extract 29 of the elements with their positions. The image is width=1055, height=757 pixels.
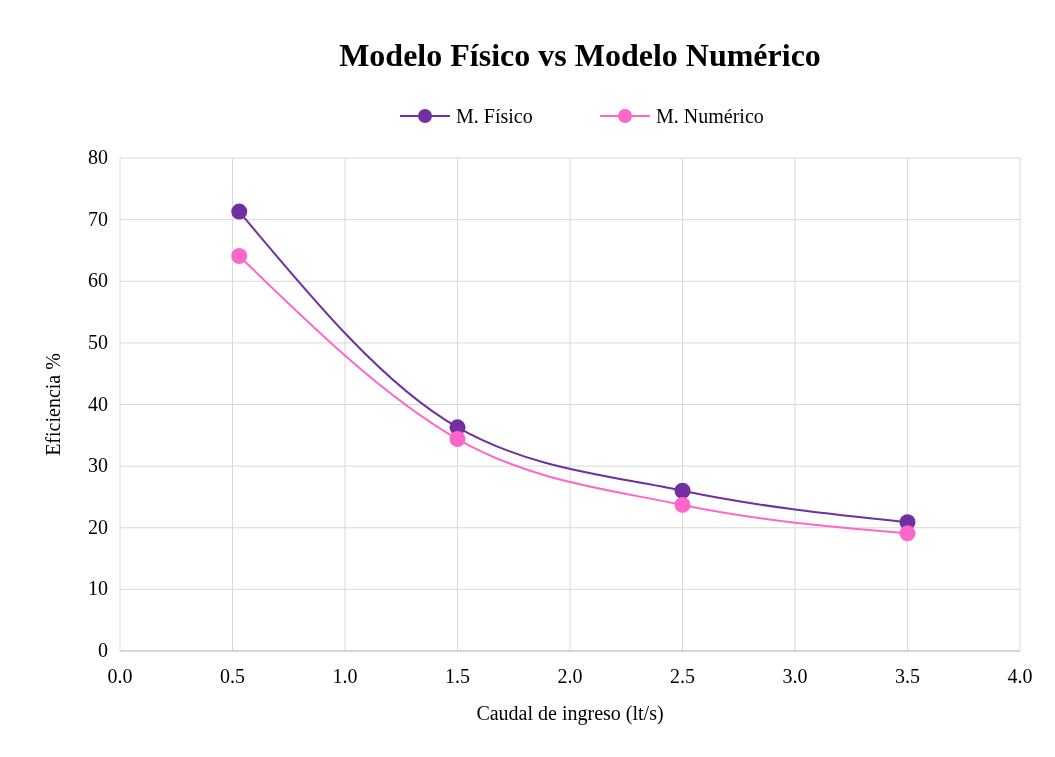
y-tick-label: 40: [88, 392, 108, 415]
y-tick-label: 50: [88, 330, 108, 353]
x-tick-label: 3.0: [782, 665, 808, 687]
point: [231, 203, 248, 220]
point: [231, 247, 248, 264]
y-tick-label: 10: [88, 577, 108, 600]
legend-label: M. Numérico: [656, 105, 764, 127]
x-tick-label: 0.0: [107, 665, 133, 687]
x-tick-label: 4.0: [1007, 665, 1033, 687]
chart-title: Modelo Físico vs Modelo Numérico: [339, 37, 821, 73]
point: [449, 431, 466, 448]
legend-label: M. Físico: [456, 105, 533, 127]
y-tick-label: 80: [88, 146, 108, 168]
x-tick-label: 2.5: [670, 665, 695, 687]
x-tick-label: 0.5: [220, 665, 245, 687]
x-tick-label: 3.5: [895, 665, 920, 687]
y-tick-label: 20: [88, 515, 108, 538]
y-tick-label: 0: [98, 639, 108, 661]
point: [674, 482, 691, 499]
x-tick-label: 2.0: [557, 665, 583, 687]
y-tick-label: 70: [88, 207, 108, 230]
point: [899, 525, 916, 542]
y-axis-title: Eficiencia %: [42, 353, 64, 456]
x-tick-label: 1.0: [332, 665, 358, 687]
x-tick-label: 1.5: [445, 665, 470, 687]
x-axis-title: Caudal de ingreso (lt/s): [476, 702, 664, 725]
y-tick-label: 60: [88, 269, 108, 292]
y-tick-label: 30: [88, 454, 108, 477]
point: [674, 496, 691, 513]
